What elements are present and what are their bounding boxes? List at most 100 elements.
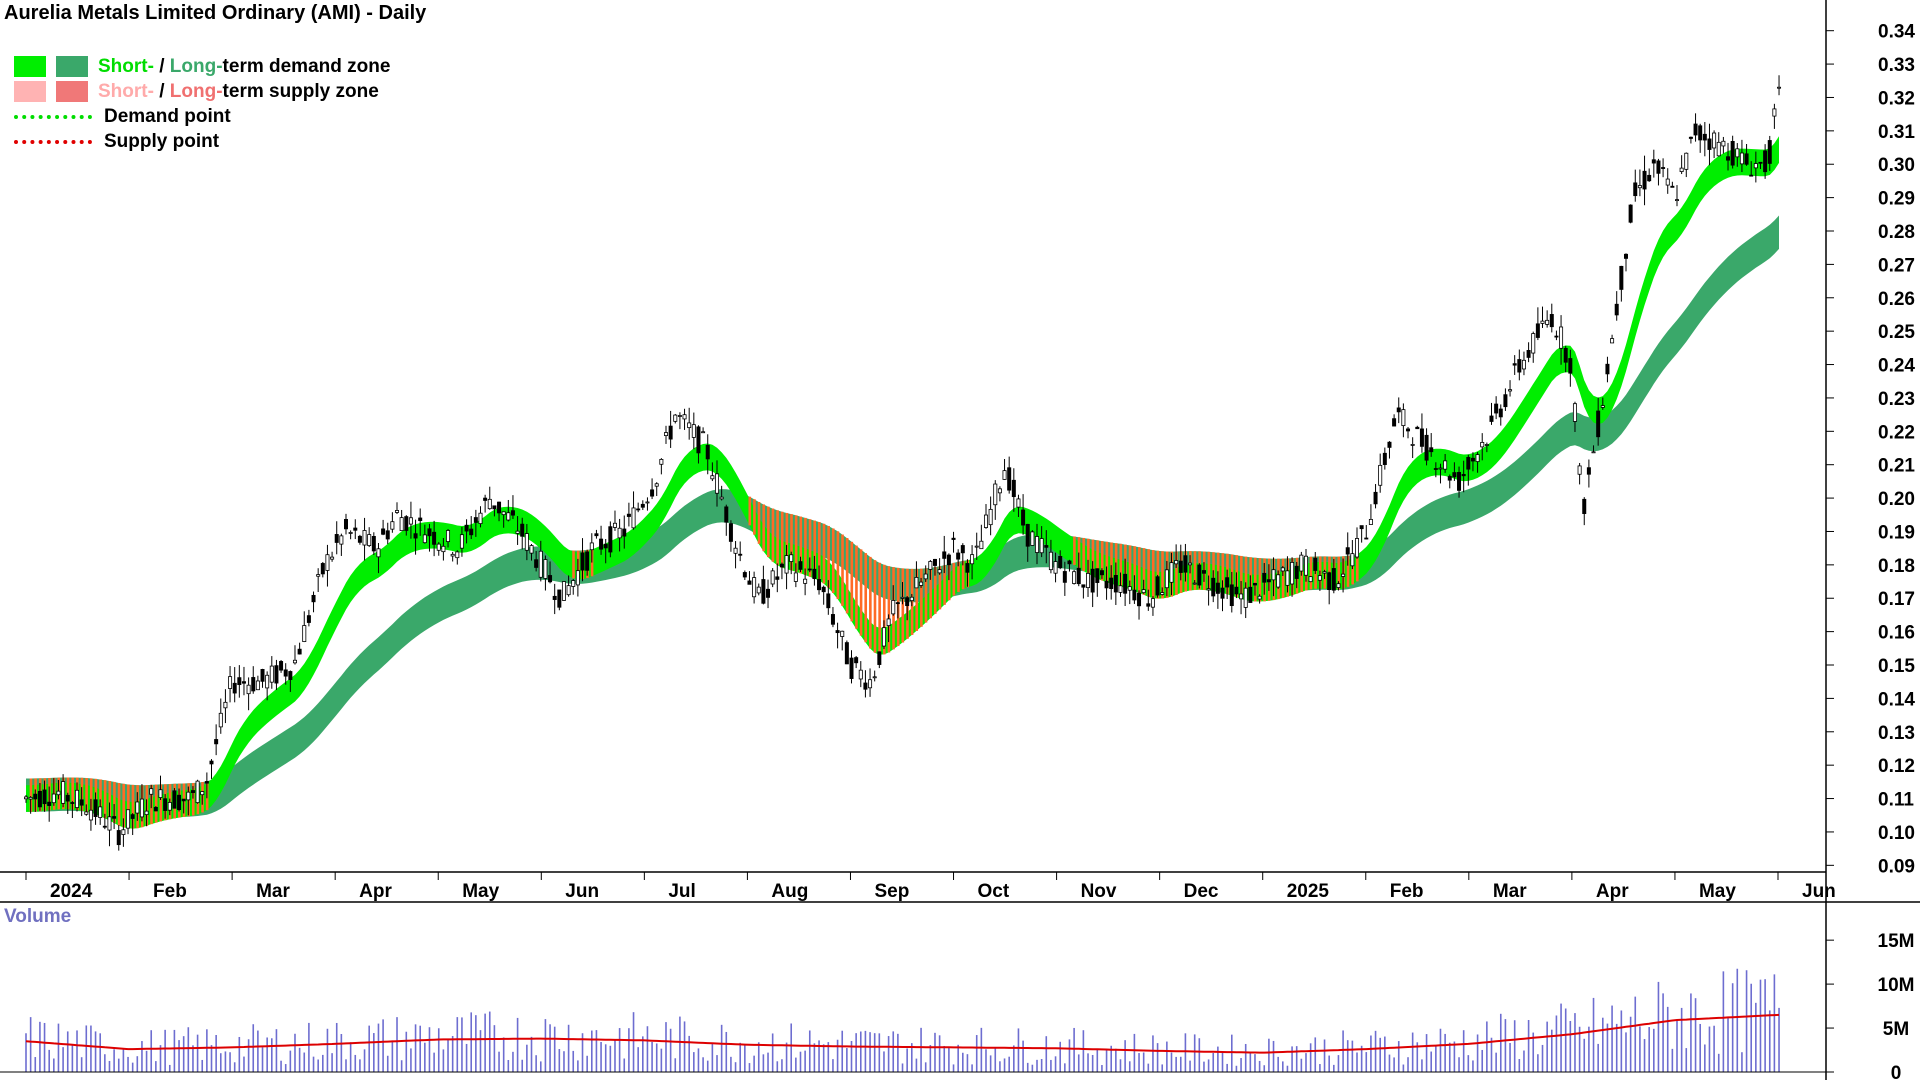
candle-body — [232, 682, 237, 694]
candle-body — [1475, 454, 1480, 462]
candle-body — [1749, 174, 1754, 177]
candle-body — [1633, 182, 1638, 197]
candle-body — [1735, 148, 1740, 158]
candle-body — [1192, 582, 1197, 585]
candle-body — [1048, 551, 1053, 571]
candle-body — [1341, 573, 1346, 577]
supply-zone-slice — [103, 780, 107, 819]
candle-body — [464, 524, 469, 532]
candle-body — [905, 597, 910, 607]
candle-body — [1243, 587, 1248, 608]
candle-body — [844, 642, 849, 665]
candle-body — [543, 559, 548, 579]
supply-zone-slice — [901, 568, 905, 643]
price-tick-label: 0.16 — [1878, 623, 1915, 644]
candle-body — [970, 554, 975, 565]
candle-body — [608, 526, 613, 553]
candle-body — [1160, 592, 1165, 595]
supply-zone-slice — [1073, 536, 1076, 565]
supply-zone-slice — [89, 778, 93, 813]
candle-body — [121, 829, 126, 835]
candle-body — [1290, 562, 1295, 585]
supply-zone-slice — [938, 566, 942, 610]
supply-zone-slice — [757, 501, 761, 544]
candle-body — [761, 579, 766, 604]
candle-body — [1623, 253, 1628, 259]
candle-body — [1739, 152, 1744, 165]
candle-body — [223, 701, 228, 709]
candle-body — [1021, 509, 1026, 526]
supply-zone-slice — [947, 564, 951, 601]
candle-body — [1141, 589, 1146, 594]
long-supply-swatch — [56, 81, 88, 102]
candle-body — [840, 630, 845, 637]
candle-body — [1030, 531, 1035, 546]
candle-body — [914, 577, 919, 589]
candle-body — [1378, 464, 1383, 486]
candle-body — [877, 651, 882, 665]
candle-body — [1146, 603, 1151, 607]
candle-body — [663, 432, 668, 436]
candle-body — [1303, 555, 1308, 576]
legend-short-word: Short- — [98, 55, 154, 77]
candle-body — [1563, 347, 1568, 363]
candle-body — [752, 577, 757, 598]
candle-body — [1661, 167, 1666, 169]
candle-body — [367, 534, 372, 547]
supply-zone-slice — [1133, 546, 1136, 592]
supply-zone-slice — [1253, 557, 1257, 602]
price-tick-label: 0.31 — [1878, 122, 1915, 143]
candle-body — [1619, 265, 1624, 290]
candle-body — [1072, 571, 1077, 584]
supply-zone-slice — [1346, 555, 1350, 587]
candle-body — [1387, 441, 1392, 448]
candle-body — [116, 830, 121, 846]
candle-body — [422, 534, 427, 544]
supply-zone-slice — [1119, 543, 1123, 587]
candle-body — [1053, 561, 1058, 574]
candle-body — [1197, 564, 1202, 586]
supply-zone-slice — [127, 784, 130, 829]
candle-body — [1508, 389, 1513, 392]
candle-body — [1614, 303, 1619, 316]
candle-body — [561, 581, 566, 601]
candle-body — [1317, 575, 1322, 581]
candle-body — [1035, 536, 1040, 553]
candle-body — [1438, 467, 1443, 470]
supply-zone-slice — [1207, 551, 1211, 591]
supply-zone-slice — [855, 545, 858, 629]
price-tick-label: 0.12 — [1878, 756, 1915, 777]
supply-zone-slice — [131, 784, 135, 829]
candle-body — [497, 501, 502, 514]
candle-body — [1433, 468, 1438, 470]
candle-body — [1206, 588, 1211, 591]
candle-body — [1610, 338, 1615, 344]
supply-zone-slice — [85, 778, 88, 812]
candle-body — [1559, 326, 1564, 349]
candle-body — [70, 802, 75, 804]
candle-body — [381, 528, 386, 535]
candle-body — [1753, 163, 1758, 169]
candle-body — [863, 682, 868, 690]
candle-body — [575, 570, 580, 586]
supply-zone-slice — [29, 778, 33, 812]
candle-body — [1132, 589, 1137, 601]
candle-body — [1498, 408, 1503, 418]
candle-body — [51, 793, 56, 804]
supply-zone-slice — [841, 534, 844, 606]
candle-body — [524, 533, 529, 551]
candle-body — [710, 475, 715, 480]
candle-body — [1062, 571, 1067, 583]
candle-body — [306, 615, 311, 623]
supply-zone-slice — [850, 541, 854, 622]
candle-body — [190, 790, 195, 794]
legend-long-word: Long- — [169, 80, 223, 102]
supply-zone-slice — [878, 562, 881, 655]
candle-body — [817, 579, 822, 591]
candle-body — [228, 676, 233, 689]
candle-body — [408, 517, 413, 525]
candle-body — [42, 789, 47, 805]
candle-body — [571, 580, 576, 587]
candle-body — [1637, 185, 1642, 189]
supply-zone-slice — [1128, 545, 1132, 590]
